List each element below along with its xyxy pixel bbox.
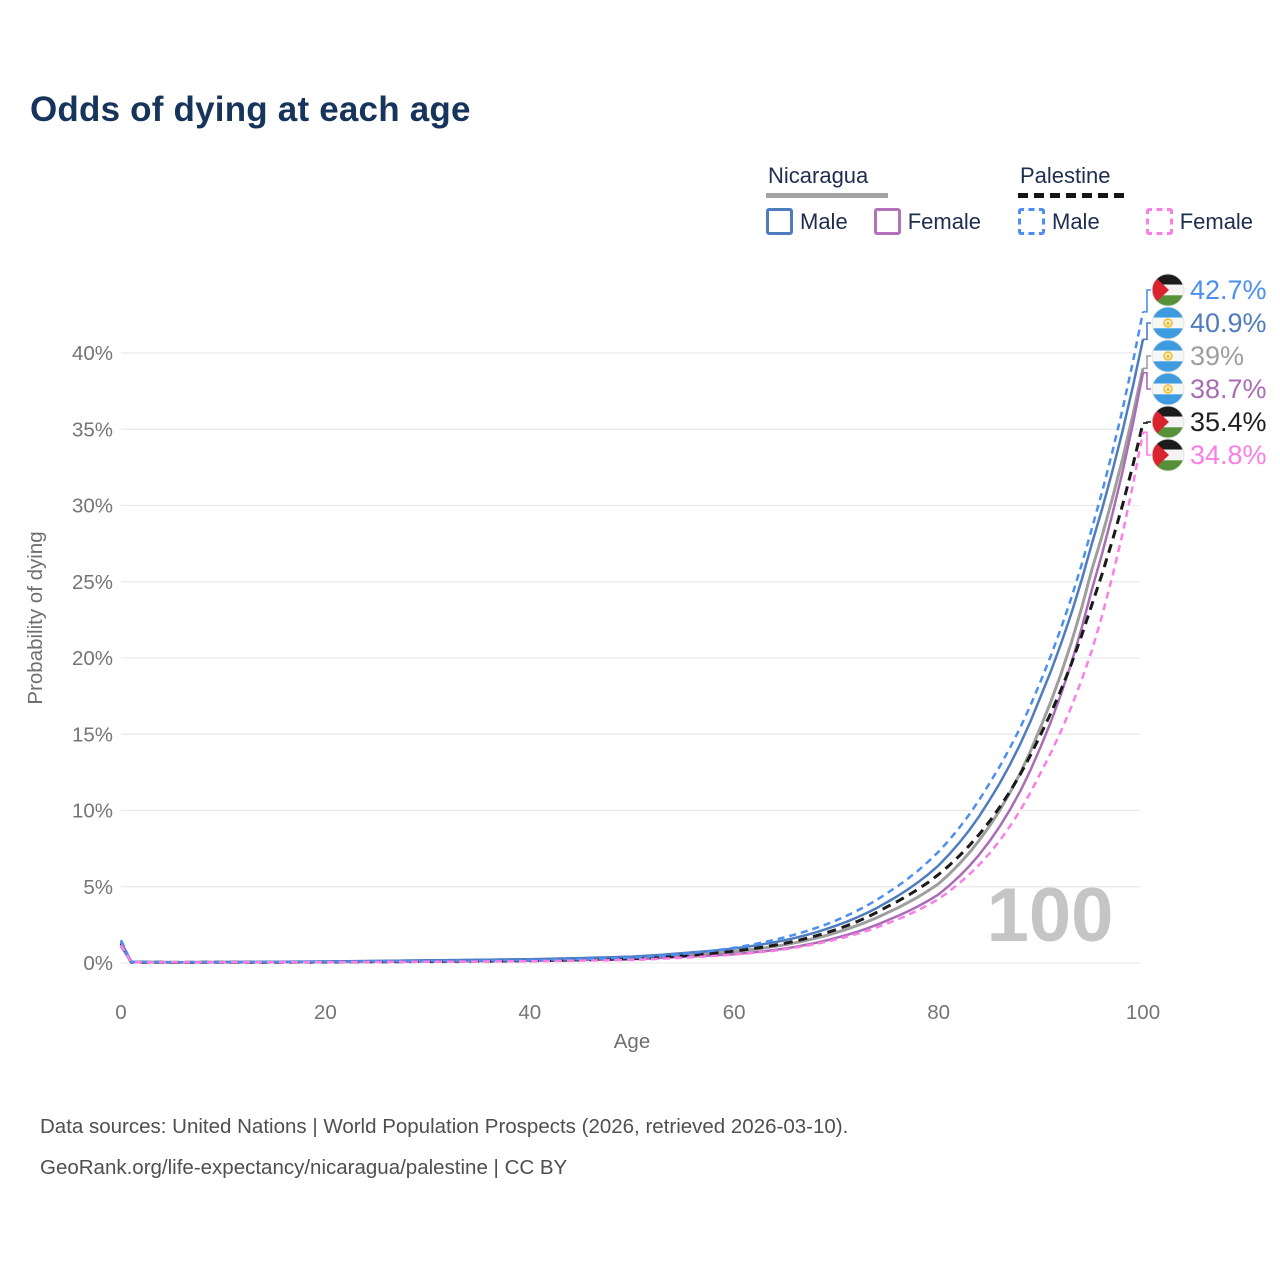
leader-palestine-male — [1143, 289, 1151, 313]
footer: Data sources: United Nations | World Pop… — [40, 1106, 848, 1188]
end-label-nicaragua-female: 38.7% — [1190, 374, 1267, 404]
x-tick-label: 20 — [314, 1001, 337, 1024]
axis-ticks: 0% 5% 10% 15% 20% 25% 30% 35% 40% 0 20 40 60 80 100 — [72, 342, 1160, 1024]
end-label-palestine-female: 34.8% — [1190, 440, 1267, 470]
legend-group-nicaragua: Nicaragua Male Female — [766, 163, 1007, 235]
end-label-palestine-male: 42.7% — [1190, 275, 1267, 305]
leader-nicaragua-male — [1143, 322, 1151, 341]
legend-item-palestine-male[interactable]: Male — [1018, 208, 1100, 235]
legend-country-palestine[interactable]: Palestine — [1020, 163, 1111, 188]
page-title: Odds of dying at each age — [30, 90, 471, 129]
palestine-flag-icon — [1152, 439, 1184, 471]
nicaragua-male-line — [119, 339, 1145, 964]
nicaragua-flag-icon — [1152, 307, 1184, 339]
palestine-flag-icon — [1152, 406, 1184, 438]
nicaragua-line-swatch — [766, 193, 888, 198]
y-tick-label: 20% — [72, 647, 113, 670]
nicaragua-female-swatch — [873, 208, 901, 235]
y-tick-label: 25% — [72, 571, 113, 594]
y-tick-label: 15% — [72, 723, 113, 746]
age-watermark: 100 — [987, 873, 1114, 958]
x-tick-label: 80 — [927, 1001, 950, 1024]
y-tick-label: 0% — [83, 952, 113, 975]
legend-item-nicaragua-female[interactable]: Female — [873, 208, 982, 235]
legend-item-nicaragua-male[interactable]: Male — [766, 208, 848, 235]
footer-sources: Data sources: United Nations | World Pop… — [40, 1115, 849, 1138]
leader-nicaragua-total — [1143, 355, 1151, 370]
legend-item-label: Female — [907, 208, 982, 234]
footer-link: GeoRank.org/life-expectancy/nicaragua/pa… — [40, 1156, 568, 1179]
palestine-female-swatch — [1145, 208, 1173, 235]
palestine-flag-icon — [1152, 274, 1184, 306]
x-tick-label: 60 — [723, 1001, 746, 1024]
x-tick-label: 0 — [115, 1001, 126, 1024]
y-tick-label: 5% — [83, 876, 113, 899]
legend-item-palestine-female[interactable]: Female — [1145, 208, 1254, 235]
palestine-male-swatch — [1018, 208, 1045, 235]
leader-palestine-female — [1143, 431, 1151, 456]
legend-group-palestine: Palestine Male Female — [1018, 163, 1280, 235]
legend-item-label: Female — [1179, 208, 1254, 234]
legend-item-label: Male — [800, 208, 848, 234]
end-label-palestine-total: 35.4% — [1190, 407, 1267, 437]
palestine-line-swatch — [1018, 193, 1124, 198]
leader-nicaragua-female — [1143, 372, 1151, 390]
legend-item-label: Male — [1052, 208, 1100, 234]
end-label-nicaragua-male: 40.9% — [1190, 308, 1267, 338]
y-tick-label: 30% — [72, 495, 113, 518]
nicaragua-flag-icon — [1152, 373, 1184, 405]
leader-palestine-total — [1143, 421, 1151, 424]
gridlines — [121, 352, 1140, 964]
chart-lines — [119, 311, 1145, 964]
y-axis-title: Probability of dying — [24, 531, 47, 704]
end-labels: 42.7% 40.9% 39% 38.7% 35.4% 34.8% — [1152, 274, 1267, 471]
x-tick-label: 40 — [518, 1001, 541, 1024]
y-tick-label: 35% — [72, 418, 113, 441]
palestine-female-line — [119, 432, 1145, 964]
y-tick-label: 10% — [72, 800, 113, 823]
end-label-nicaragua-total: 39% — [1190, 341, 1244, 371]
leader-lines — [1143, 289, 1151, 456]
y-tick-label: 40% — [72, 342, 113, 365]
palestine-male-line — [119, 311, 1145, 964]
legend-country-nicaragua[interactable]: Nicaragua — [768, 163, 869, 188]
nicaragua-male-swatch — [766, 208, 793, 235]
nicaragua-flag-icon — [1152, 340, 1184, 372]
x-axis-title: Age — [614, 1030, 650, 1053]
x-tick-label: 100 — [1126, 1001, 1160, 1024]
